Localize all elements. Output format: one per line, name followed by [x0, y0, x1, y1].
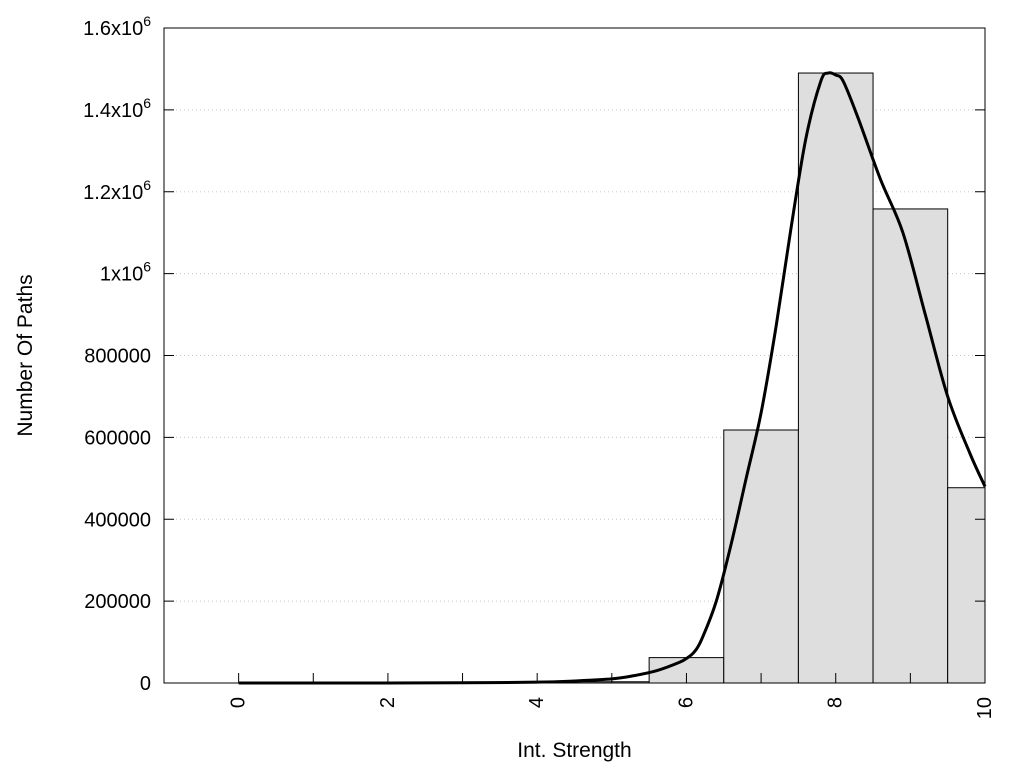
histogram-bar-7 [723, 429, 799, 684]
y-axis: 0 200000 400000 600000 800000 1x106 1.2x106 1.4… [83, 13, 985, 695]
y-axis-title: Number Of Paths [14, 274, 37, 436]
y-tick-label-1000000: 1x106 [100, 259, 151, 286]
x-tick-label-0: 0 [228, 697, 250, 708]
x-tick-label-2: 2 [377, 697, 399, 708]
y-tick-label-600000: 600000 [84, 427, 151, 449]
x-tick-label-8: 8 [825, 697, 847, 708]
histogram-bar-10 [947, 487, 986, 684]
y-tick-label-800000: 800000 [84, 346, 151, 368]
y-tick-label-0: 0 [140, 673, 151, 695]
y-tick-label-400000: 400000 [84, 509, 151, 531]
x-tick-label-4: 4 [526, 697, 548, 708]
y-tick-label-1600000: 1.6x106 [83, 13, 151, 40]
fit-curve-0 [238, 71, 987, 685]
x-tick-label-10: 10 [974, 697, 996, 719]
histogram-bar-9 [872, 208, 949, 684]
y-tick-label-1400000: 1.4x106 [83, 95, 151, 122]
histogram-bar-8 [797, 72, 874, 684]
y-tick-label-1200000: 1.2x106 [83, 177, 151, 204]
fit-curve-layer [238, 71, 987, 685]
histogram-bars [499, 72, 986, 684]
x-tick-label-6: 6 [675, 697, 697, 708]
y-tick-label-200000: 200000 [84, 591, 151, 613]
x-axis-title: Int. Strength [517, 739, 631, 762]
x-axis: 0 2 4 6 8 10 [228, 673, 996, 719]
